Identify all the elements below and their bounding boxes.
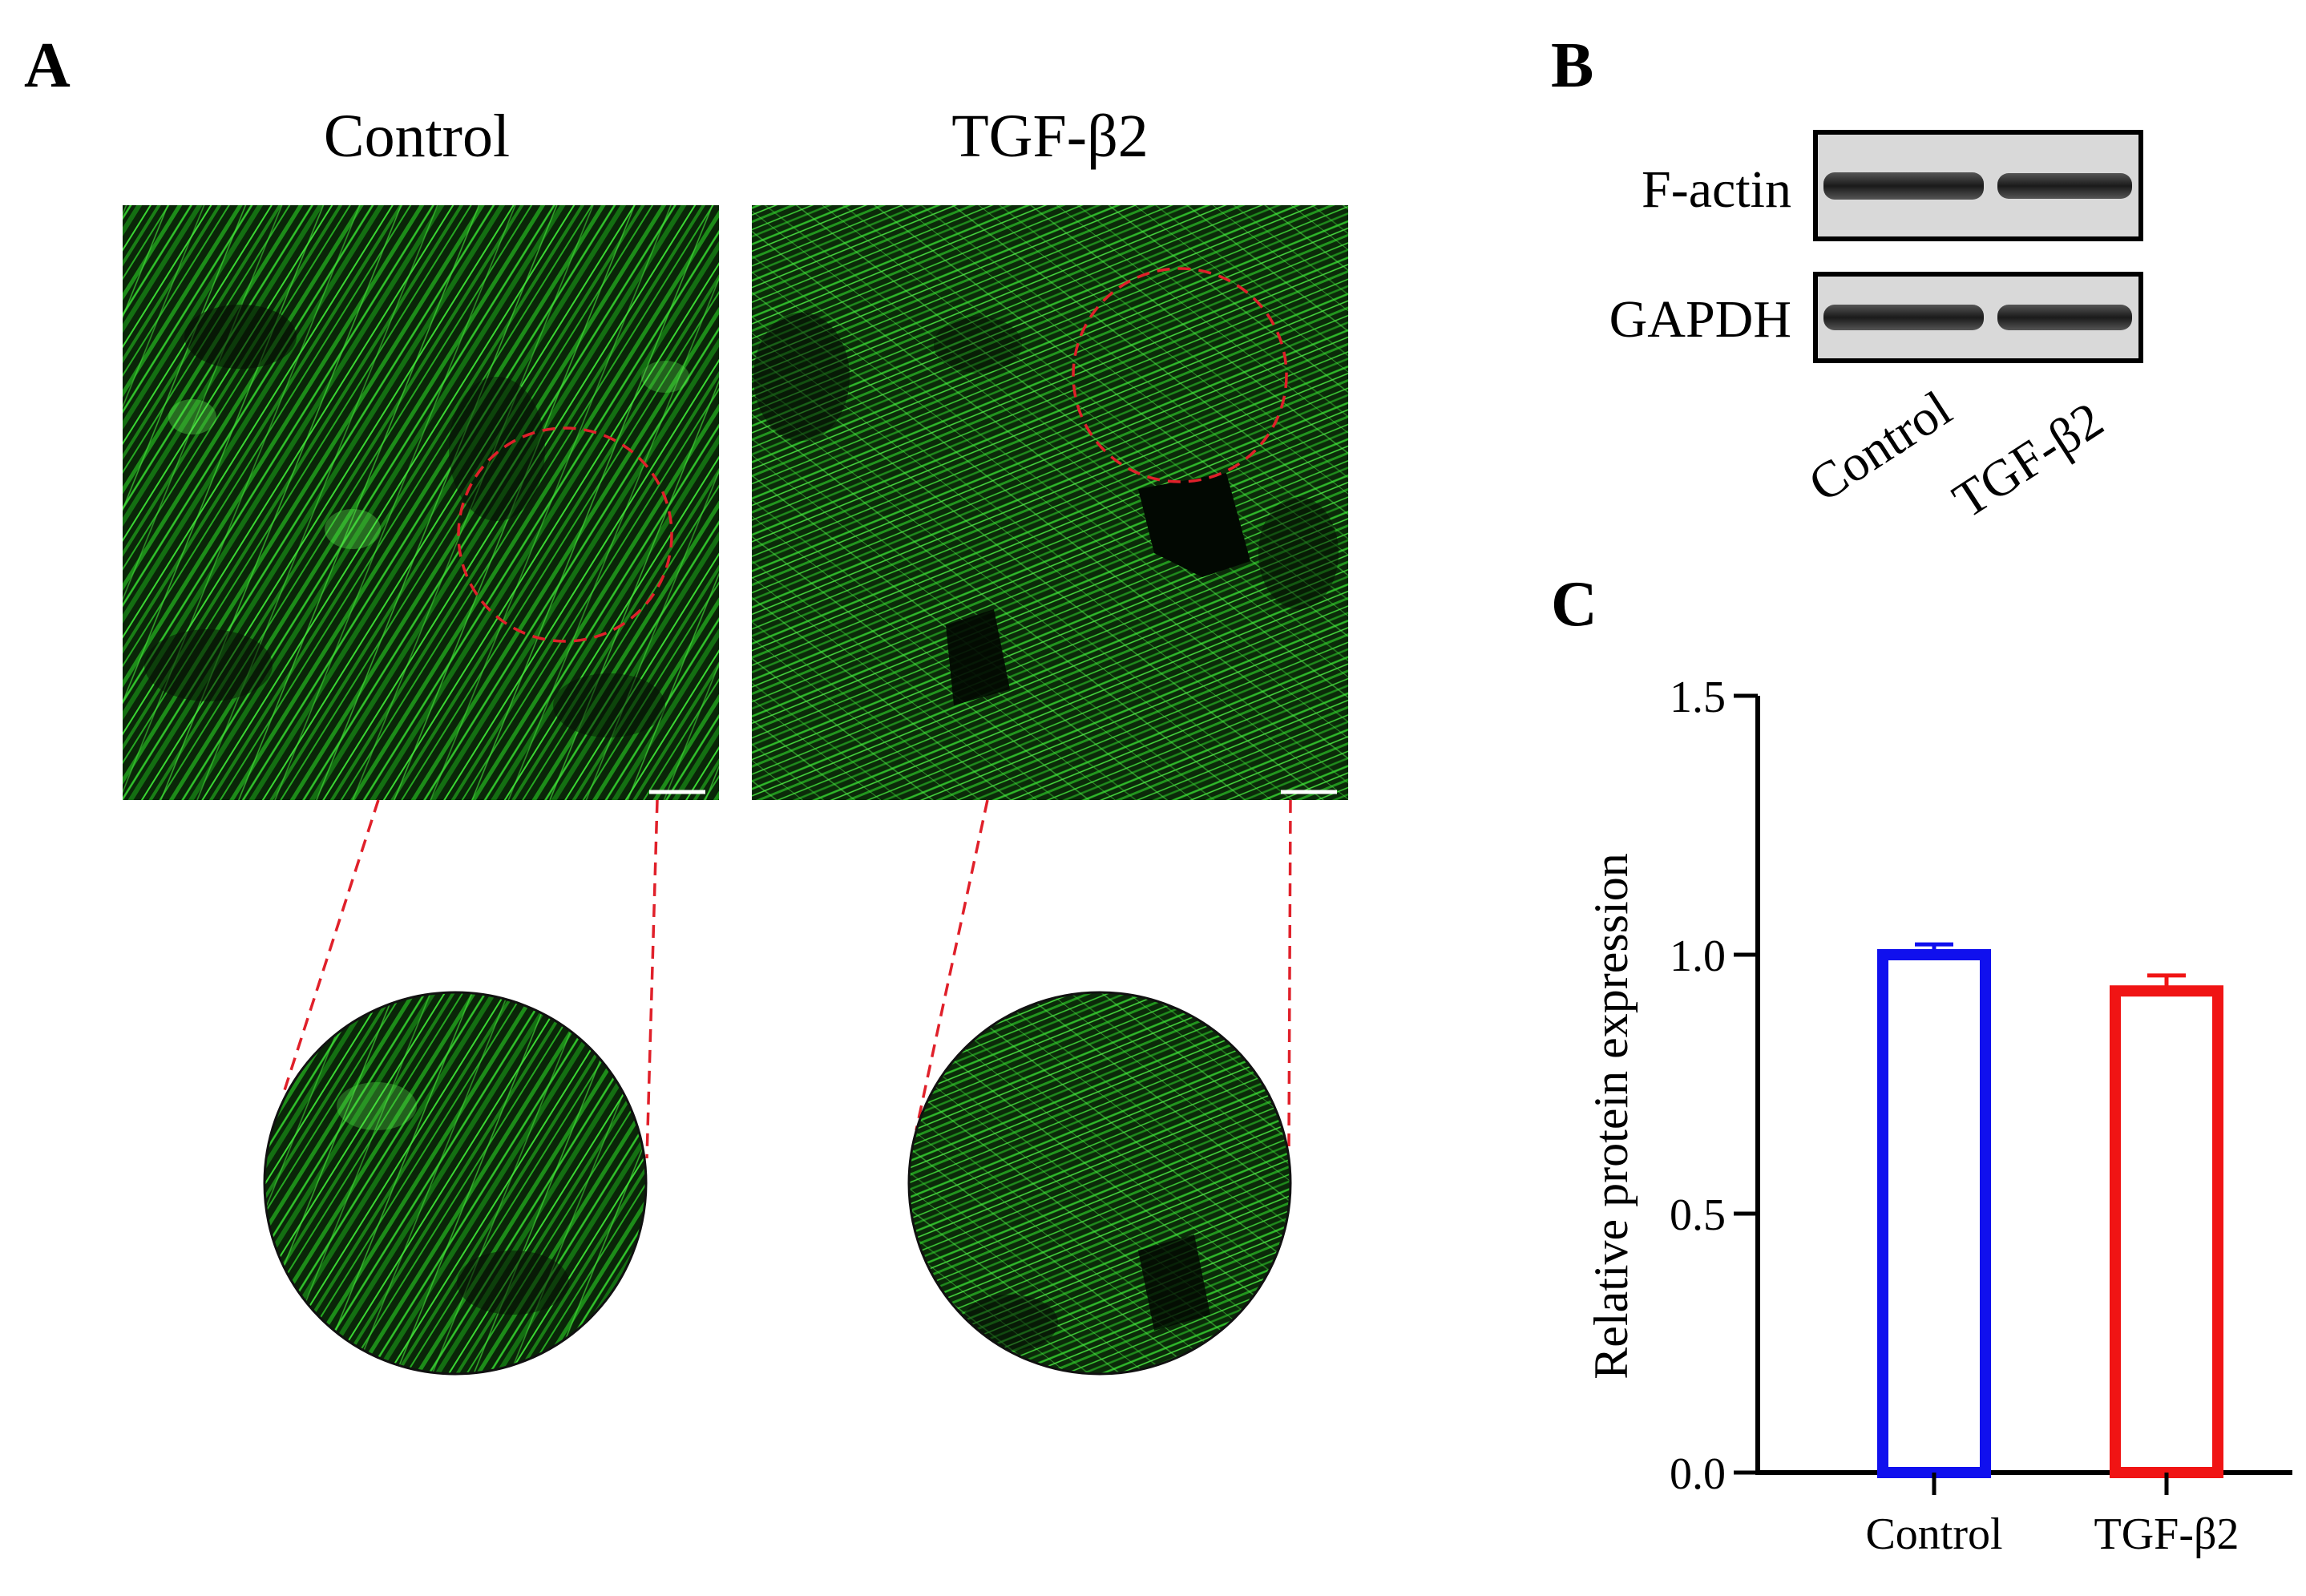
tgf-micrograph xyxy=(752,205,1348,800)
tgf-zoom-circle xyxy=(907,991,1292,1376)
bar-chart: 0.0 0.5 1.0 1.5 Relative protein expression C… xyxy=(1585,673,2292,1559)
band-label-gapdh: GAPDH xyxy=(1609,290,1791,349)
tgf-roi-circle xyxy=(1072,267,1288,483)
x-tick-label: TGF-β2 xyxy=(2094,1509,2239,1559)
panel-b-label: B xyxy=(1551,30,1593,101)
y-axis-label: Relative protein expression xyxy=(1585,853,1638,1379)
y-tick-label: 1.0 xyxy=(1670,931,1726,981)
y-tick-label: 0.5 xyxy=(1670,1190,1726,1240)
panel-c-label: C xyxy=(1551,569,1597,640)
panel-a-control-title: Control xyxy=(324,103,510,170)
x-tick-label: Control xyxy=(1865,1509,2002,1559)
blot-factin xyxy=(1813,130,2143,241)
lane-label-tgf: TGF-β2 xyxy=(1943,391,2113,529)
control-zoom-circle xyxy=(263,991,648,1376)
panel-a-label: A xyxy=(24,30,71,101)
blot-gapdh xyxy=(1813,272,2143,363)
panel-a-tgf-title: TGF-β2 xyxy=(951,103,1149,170)
lane-label-control: Control xyxy=(1799,380,1961,513)
zoom-connectors xyxy=(283,799,1292,1159)
control-roi-circle xyxy=(457,426,673,643)
bar-0 xyxy=(1877,949,1991,1478)
y-tick-label: 0.0 xyxy=(1670,1449,1726,1499)
band-label-factin: F-actin xyxy=(1642,160,1791,219)
control-micrograph xyxy=(123,205,719,800)
bar-1 xyxy=(2110,985,2223,1478)
y-tick-label: 1.5 xyxy=(1670,673,1726,722)
